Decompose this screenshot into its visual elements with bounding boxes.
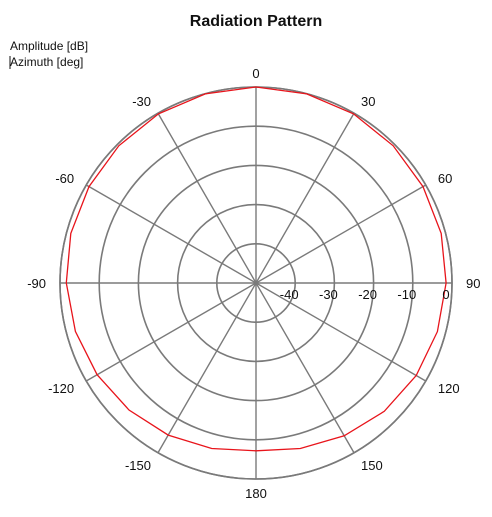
angle-tick-label: 180: [245, 486, 267, 501]
angular-tick-labels: 0 30 60 90 120 150 180 -150 -120 -90 -60 -30: [27, 66, 480, 501]
series-layer: [65, 86, 447, 452]
angle-tick-label: 120: [438, 381, 460, 396]
angle-tick-label: 90: [466, 276, 480, 291]
radial-tick-label: -30: [319, 287, 338, 302]
series-line: [65, 86, 447, 452]
angle-tick-label: 60: [438, 171, 452, 186]
angular-grid: [60, 87, 452, 479]
radial-tick-label: 0: [442, 287, 449, 302]
radial-tick-label: -10: [397, 287, 416, 302]
radial-tick-label: -20: [358, 287, 377, 302]
radial-axis-label: Amplitude [dB]: [10, 39, 88, 53]
angle-tick-label: -90: [27, 276, 46, 291]
grid-spoke: [157, 112, 355, 454]
angle-tick-label: 30: [361, 94, 375, 109]
angle-tick-label: 0: [252, 66, 259, 81]
angular-axis-label: Azimuth [deg]: [10, 55, 83, 69]
angle-tick-label: -30: [132, 94, 151, 109]
radial-tick-label: -40: [280, 287, 299, 302]
angle-tick-label: -120: [48, 381, 74, 396]
angle-tick-label: -60: [55, 171, 74, 186]
chart-title: Radiation Pattern: [190, 13, 322, 30]
angle-tick-label: 150: [361, 458, 383, 473]
angle-tick-label: -150: [125, 458, 151, 473]
radial-tick-labels: -40 -30 -20 -10 0: [280, 287, 450, 302]
